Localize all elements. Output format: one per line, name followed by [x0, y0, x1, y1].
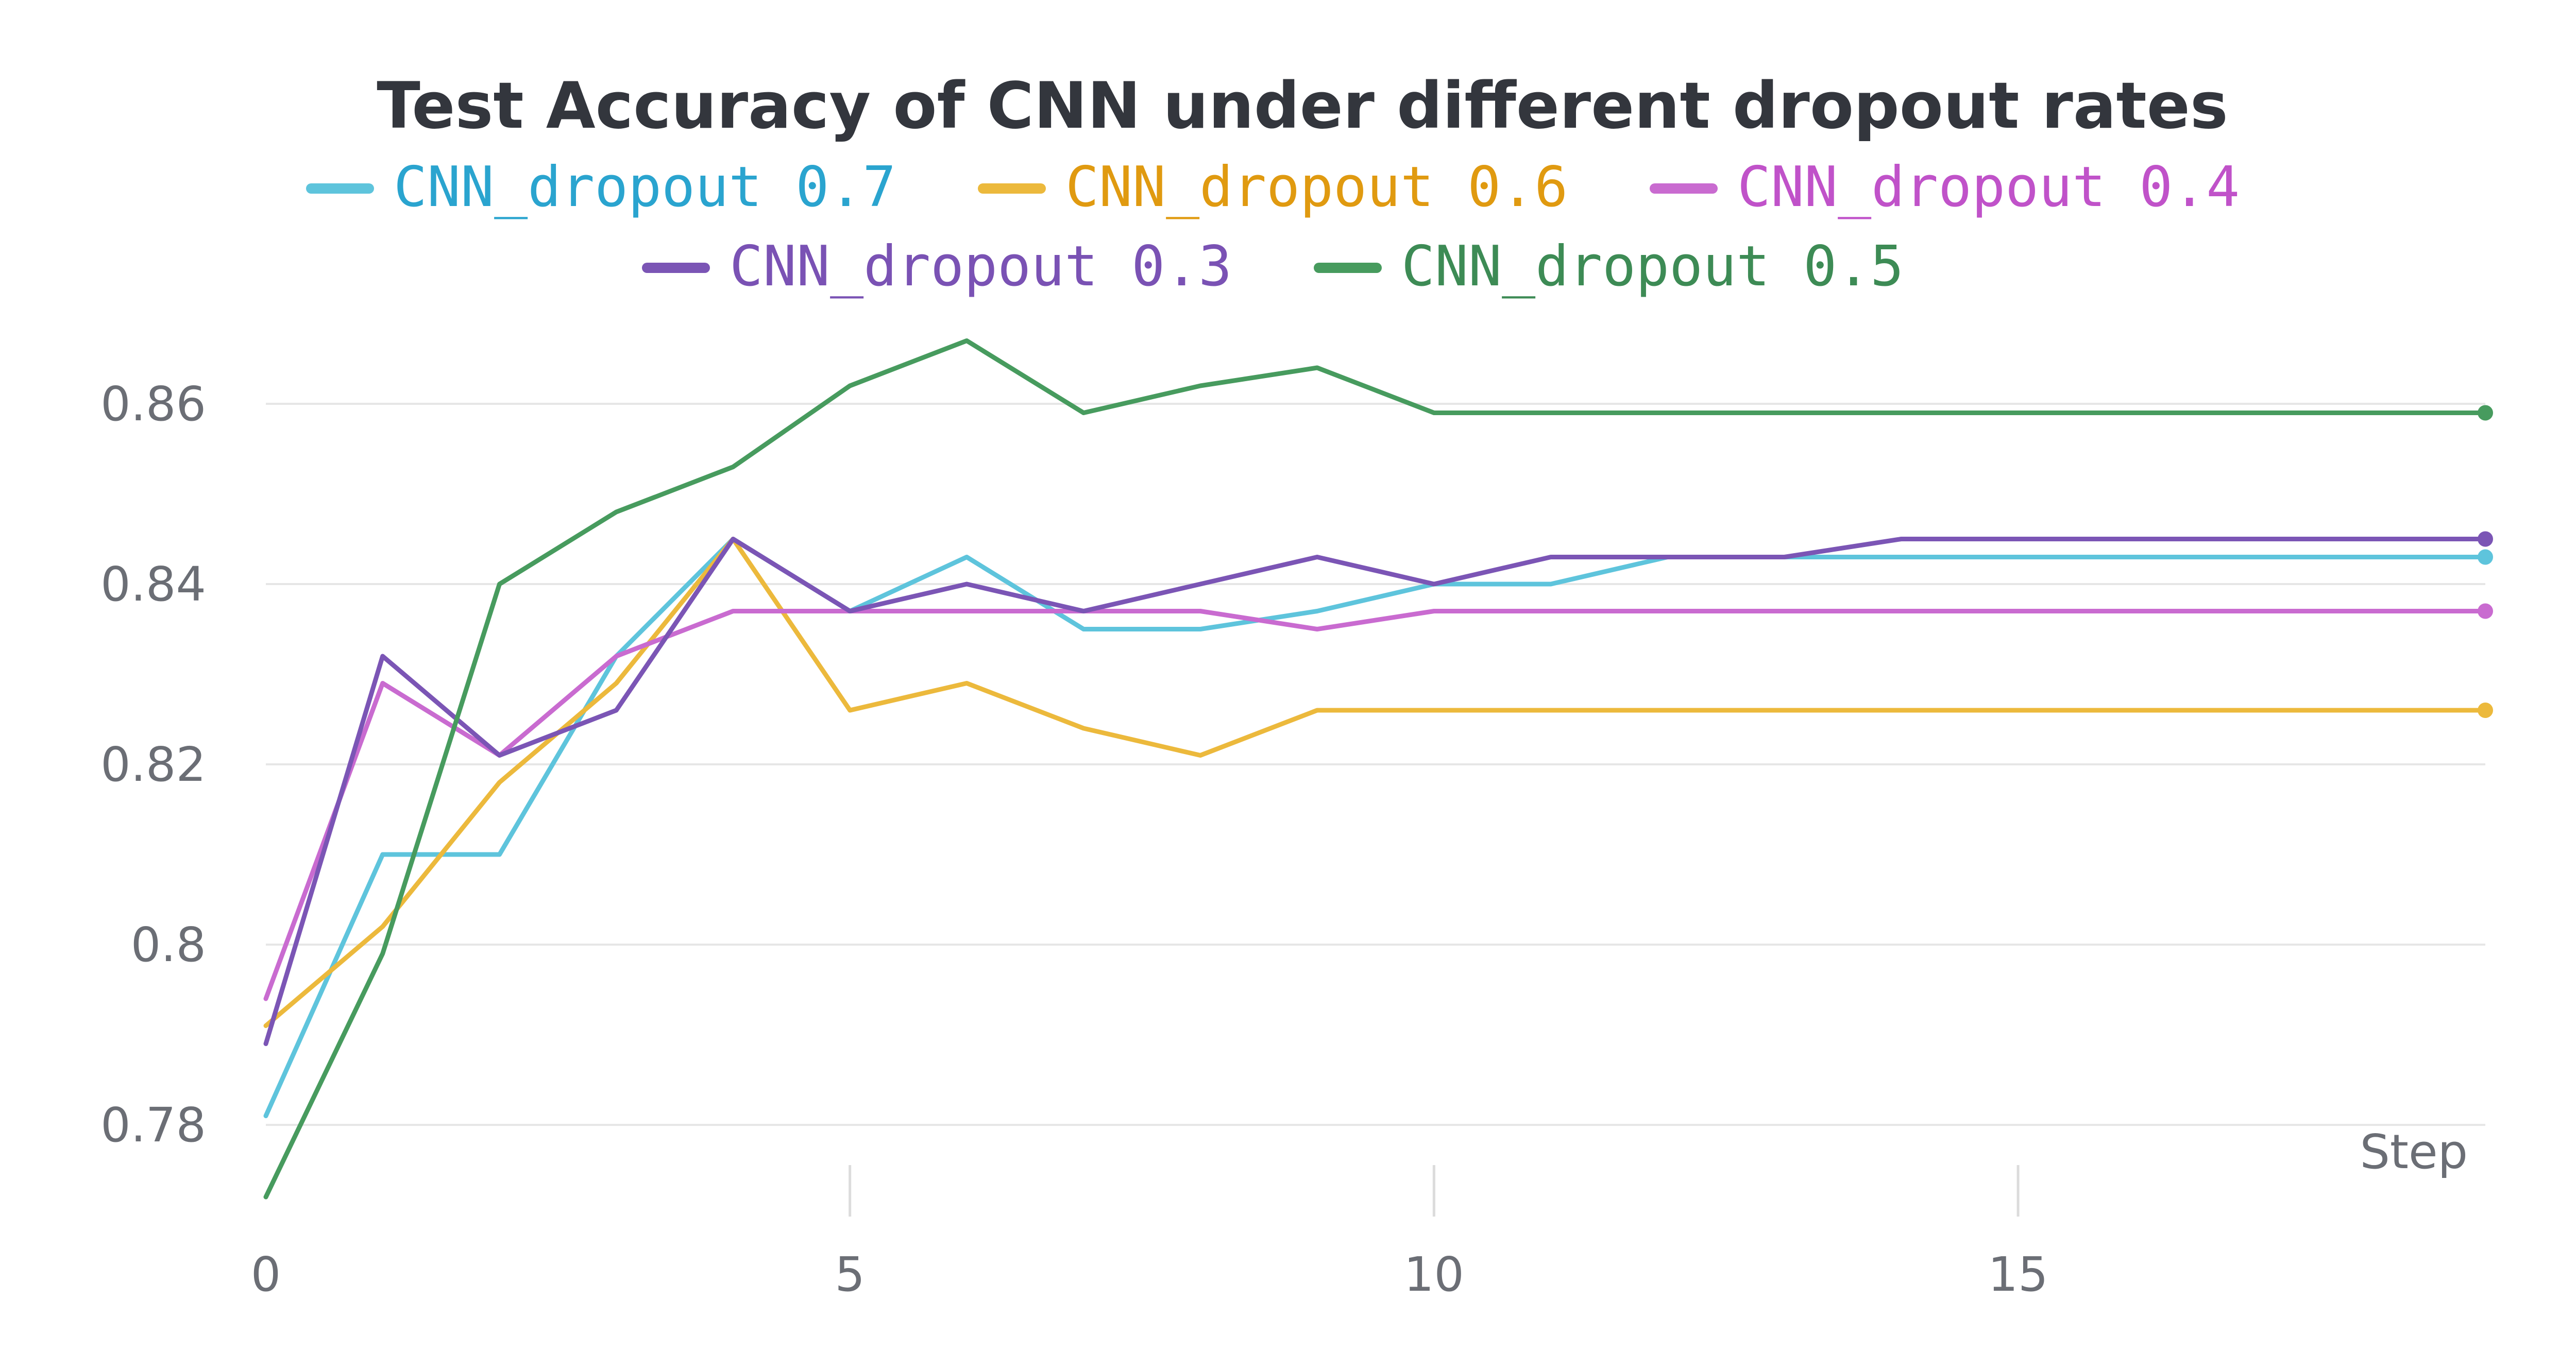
x-tick-label: 10 — [1404, 1247, 1464, 1302]
legend-label: CNN_dropout 0.7 — [394, 155, 896, 219]
series-end-point — [2478, 703, 2493, 718]
y-tick-label: 0.78 — [100, 1098, 206, 1153]
grid — [266, 403, 2485, 1126]
series-4 — [263, 338, 2493, 1200]
series-3 — [263, 531, 2493, 1046]
series-end-point — [2478, 531, 2493, 547]
legend-item: CNN_dropout 0.6 — [978, 155, 1568, 219]
legend: CNN_dropout 0.7 CNN_dropout 0.6 CNN_dropou… — [306, 155, 2240, 299]
y-tick-label: 0.84 — [100, 557, 206, 612]
series-0 — [263, 537, 2493, 1118]
legend-item: CNN_dropout 0.3 — [642, 234, 1232, 299]
series-end-point — [2478, 405, 2493, 421]
series-line — [263, 537, 2488, 1028]
series-1 — [263, 537, 2493, 1028]
series-end-point — [2478, 549, 2493, 565]
legend-label: CNN_dropout 0.4 — [1737, 155, 2240, 219]
x-axis-title: Step — [2360, 1124, 2468, 1179]
legend-label: CNN_dropout 0.6 — [1065, 155, 1568, 219]
legend-item: CNN_dropout 0.7 — [306, 155, 896, 219]
x-axis: 0 5 10 15 — [251, 1165, 2048, 1302]
series-2 — [263, 603, 2493, 1001]
series-end-point — [2478, 603, 2493, 619]
legend-label: CNN_dropout 0.5 — [1401, 234, 1904, 299]
x-tick-label: 0 — [251, 1247, 281, 1302]
y-tick-label: 0.86 — [100, 377, 206, 432]
legend-item: CNN_dropout 0.5 — [1314, 234, 1904, 299]
y-tick-label: 0.82 — [100, 737, 206, 792]
chart-title: Test Accuracy of CNN under different dro… — [377, 69, 2228, 143]
series-line — [263, 338, 2488, 1200]
plot-area — [263, 338, 2493, 1200]
legend-label: CNN_dropout 0.3 — [730, 234, 1232, 299]
series-line — [263, 609, 2488, 1001]
series-line — [263, 537, 2488, 1118]
x-tick-label: 5 — [835, 1247, 865, 1302]
y-axis: 0.78 0.8 0.82 0.84 0.86 — [100, 377, 206, 1153]
legend-item: CNN_dropout 0.4 — [1650, 155, 2240, 219]
y-tick-label: 0.8 — [131, 917, 206, 972]
series-line — [263, 537, 2488, 1046]
x-tick-label: 15 — [1988, 1247, 2048, 1302]
